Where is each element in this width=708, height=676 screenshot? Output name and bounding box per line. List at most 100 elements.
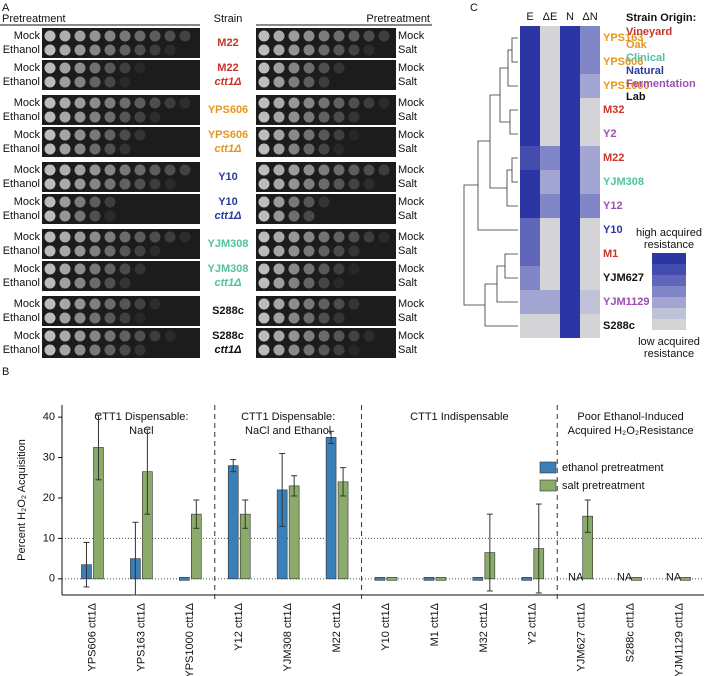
yeast-spot: [303, 196, 315, 208]
group-label: NaCl and Ethanol: [245, 425, 331, 437]
heat-cell: [560, 146, 580, 170]
bar: [179, 577, 190, 581]
yeast-spot: [149, 164, 161, 176]
y-tick-label: 40: [43, 411, 55, 423]
yeast-spot: [288, 196, 300, 208]
yeast-spot: [258, 210, 270, 222]
yeast-spot: [318, 30, 330, 42]
yeast-spot: [363, 330, 375, 342]
yeast-spot: [104, 196, 116, 208]
yeast-spot: [89, 277, 101, 289]
scale-label: resistance: [644, 348, 694, 360]
yeast-spot: [44, 330, 56, 342]
yeast-spot: [164, 178, 176, 190]
yeast-spot: [89, 344, 101, 356]
yeast-spot: [333, 111, 345, 123]
row-label: M1: [603, 248, 618, 260]
yeast-spot: [333, 164, 345, 176]
yeast-spot: [119, 277, 131, 289]
yeast-spot: [104, 76, 116, 88]
yeast-spot: [134, 129, 146, 141]
yeast-spot: [273, 263, 285, 275]
x-tick-label: Y2 ctt1Δ: [527, 602, 539, 644]
yeast-spot: [348, 30, 360, 42]
scale-swatch: [652, 319, 686, 330]
x-tick-label: YPS1000 ctt1Δ: [184, 602, 196, 676]
heat-cell: [580, 266, 600, 290]
bar: [374, 577, 386, 581]
yeast-spot: [59, 44, 71, 56]
strain-label: S288c: [212, 305, 244, 317]
yeast-spot: [44, 111, 56, 123]
yeast-spot: [164, 97, 176, 109]
yeast-spot: [273, 30, 285, 42]
strain-gene: ctt1Δ: [215, 210, 242, 222]
heat-cell: [520, 266, 540, 290]
yeast-spot: [378, 231, 390, 243]
legend-entry: Vineyard: [626, 26, 672, 38]
yeast-spot: [89, 129, 101, 141]
yeast-spot: [89, 111, 101, 123]
yeast-spot: [134, 330, 146, 342]
yeast-spot: [258, 178, 270, 190]
yeast-spot: [74, 344, 86, 356]
yeast-spot: [363, 164, 375, 176]
heat-cell: [520, 218, 540, 242]
row-label: Salt: [398, 178, 417, 190]
x-tick-label: S288c ctt1Δ: [625, 602, 637, 662]
panel-label: B: [2, 366, 9, 378]
yeast-spot: [149, 245, 161, 257]
yeast-spot: [348, 44, 360, 56]
yeast-spot: [333, 143, 345, 155]
yeast-spot: [119, 298, 131, 310]
yeast-spot: [179, 97, 191, 109]
yeast-spot: [74, 312, 86, 324]
bar: [423, 577, 435, 581]
row-label: Mock: [398, 231, 425, 243]
yeast-spot: [288, 111, 300, 123]
yeast-spot: [44, 245, 56, 257]
yeast-spot: [89, 164, 101, 176]
legend-entry: Fermentation: [626, 78, 696, 90]
yeast-spot: [303, 298, 315, 310]
yeast-spot: [134, 97, 146, 109]
yeast-spot: [318, 330, 330, 342]
scale-swatch: [652, 297, 686, 308]
scale-swatch: [652, 308, 686, 319]
heat-cell: [520, 146, 540, 170]
yeast-spot: [134, 30, 146, 42]
yeast-spot: [288, 231, 300, 243]
yeast-spot: [104, 111, 116, 123]
yeast-spot: [74, 76, 86, 88]
yeast-spot: [44, 30, 56, 42]
yeast-spot: [333, 178, 345, 190]
yeast-spot: [363, 97, 375, 109]
bar: [435, 577, 447, 581]
yeast-spot: [288, 97, 300, 109]
yeast-spot: [59, 178, 71, 190]
legend-swatch: [539, 479, 557, 492]
yeast-spot: [273, 210, 285, 222]
heat-cell: [520, 74, 540, 98]
row-label: Mock: [14, 196, 41, 208]
yeast-spot: [44, 76, 56, 88]
yeast-spot: [119, 231, 131, 243]
yeast-spot: [288, 62, 300, 74]
yeast-spot: [258, 62, 270, 74]
yeast-spot: [134, 44, 146, 56]
row-label: Ethanol: [3, 312, 40, 324]
x-tick-label: Y10 ctt1Δ: [380, 602, 392, 650]
heat-cell: [540, 50, 560, 74]
yeast-spot: [303, 330, 315, 342]
yeast-spot: [134, 164, 146, 176]
heat-cell: [520, 98, 540, 122]
yeast-spot: [348, 178, 360, 190]
scale-label: high acquired: [636, 227, 702, 239]
heat-cell: [580, 146, 600, 170]
yeast-spot: [333, 129, 345, 141]
group-label: CTT1 Dispensable:: [241, 411, 335, 423]
yeast-spot: [149, 97, 161, 109]
yeast-spot: [273, 164, 285, 176]
panel-label: C: [470, 2, 478, 14]
yeast-spot: [74, 111, 86, 123]
